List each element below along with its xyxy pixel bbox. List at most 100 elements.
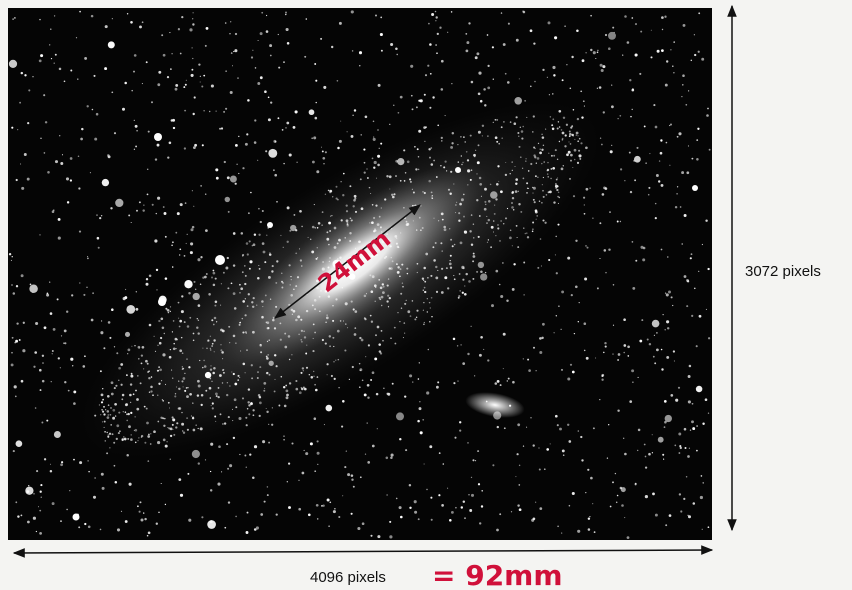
star xyxy=(414,511,417,514)
star xyxy=(165,504,166,505)
star xyxy=(182,368,184,370)
star xyxy=(435,16,437,18)
star xyxy=(281,376,283,378)
star xyxy=(535,502,536,503)
star xyxy=(139,511,141,513)
star xyxy=(364,172,366,174)
star xyxy=(322,261,324,263)
star xyxy=(261,316,264,319)
star xyxy=(511,511,512,512)
star xyxy=(39,19,40,20)
star xyxy=(673,350,675,352)
star xyxy=(317,440,319,442)
star xyxy=(473,255,476,258)
star xyxy=(641,319,643,321)
star xyxy=(569,505,571,507)
star xyxy=(218,445,221,448)
star xyxy=(412,108,414,110)
star xyxy=(549,94,550,95)
star xyxy=(309,109,315,115)
star xyxy=(441,504,444,507)
star xyxy=(223,372,225,374)
star xyxy=(527,359,529,361)
star xyxy=(131,434,132,435)
star xyxy=(142,83,143,84)
star xyxy=(632,381,633,382)
star xyxy=(235,33,237,35)
star xyxy=(158,298,166,306)
star xyxy=(537,267,539,269)
star xyxy=(96,113,99,116)
star xyxy=(171,119,173,121)
star xyxy=(281,273,282,274)
star xyxy=(298,508,301,511)
star xyxy=(272,319,275,322)
star xyxy=(115,481,118,484)
star xyxy=(278,67,280,69)
star xyxy=(430,73,432,75)
star xyxy=(579,138,581,140)
star xyxy=(58,237,61,240)
star xyxy=(215,168,218,171)
star xyxy=(433,259,436,262)
star xyxy=(627,41,630,44)
star xyxy=(570,88,572,90)
star xyxy=(583,100,585,102)
star xyxy=(246,467,247,468)
star xyxy=(424,281,426,283)
star xyxy=(427,65,429,67)
star xyxy=(668,291,671,294)
star xyxy=(200,256,202,258)
star xyxy=(120,363,123,366)
star xyxy=(537,177,538,178)
star xyxy=(677,186,678,187)
star xyxy=(175,348,176,349)
star xyxy=(620,487,623,490)
star xyxy=(13,450,15,452)
star xyxy=(453,382,455,384)
star xyxy=(129,483,132,486)
star xyxy=(252,476,255,479)
star xyxy=(246,531,249,534)
star xyxy=(323,163,324,164)
star xyxy=(304,336,306,338)
star xyxy=(396,412,404,420)
star xyxy=(233,292,236,295)
star xyxy=(293,214,295,216)
star xyxy=(171,244,173,246)
star xyxy=(212,372,215,375)
star xyxy=(670,49,671,50)
star xyxy=(570,126,572,128)
star xyxy=(584,322,587,325)
star xyxy=(130,375,133,378)
star xyxy=(205,229,208,232)
star xyxy=(654,362,656,364)
star xyxy=(566,153,569,156)
star xyxy=(286,122,289,125)
star xyxy=(125,520,128,523)
star xyxy=(161,380,162,381)
star xyxy=(172,241,174,243)
star xyxy=(385,256,387,258)
star xyxy=(19,339,21,341)
star xyxy=(101,473,104,476)
star xyxy=(547,169,549,171)
star xyxy=(593,427,595,429)
star xyxy=(467,184,468,185)
star xyxy=(674,445,676,447)
star xyxy=(93,496,96,499)
star xyxy=(270,55,272,57)
star xyxy=(318,222,321,225)
star xyxy=(258,265,259,266)
star xyxy=(431,519,433,521)
star xyxy=(317,257,318,258)
star xyxy=(235,144,238,147)
star xyxy=(547,162,548,163)
star xyxy=(299,248,300,249)
star xyxy=(389,267,391,269)
star xyxy=(576,30,579,33)
star xyxy=(88,525,91,528)
star xyxy=(403,149,405,151)
star xyxy=(393,193,395,195)
star xyxy=(116,424,119,427)
